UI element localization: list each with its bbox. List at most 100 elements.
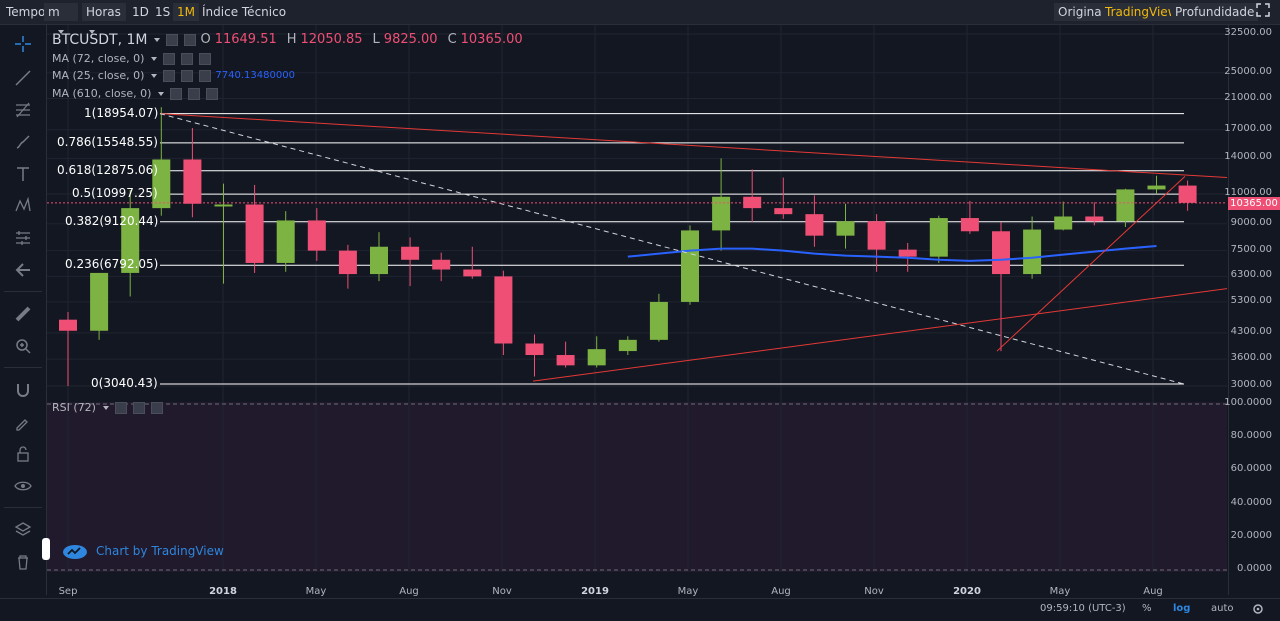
time-tick-label: May xyxy=(305,586,327,597)
candle-body xyxy=(1147,185,1166,190)
interval-1m-button[interactable]: 1M xyxy=(173,3,199,21)
rsi-tick-label: 0.0000 xyxy=(1237,563,1272,574)
candle-body xyxy=(214,204,233,207)
settings-mini-icon[interactable] xyxy=(166,34,179,46)
visibility-tool[interactable] xyxy=(10,473,36,499)
arrow-left-icon xyxy=(15,263,30,277)
fullscreen-button[interactable] xyxy=(1252,3,1276,21)
delete-tool[interactable] xyxy=(10,549,36,575)
close-mini-icon[interactable] xyxy=(199,70,212,82)
candles-group xyxy=(59,107,1197,386)
ma3-label[interactable]: MA (610, close, 0) xyxy=(52,87,152,100)
resistance-trendline xyxy=(159,113,1227,179)
tradingview-watermark[interactable]: Chart by TradingView xyxy=(62,542,224,560)
brush-tool[interactable] xyxy=(10,129,36,155)
top-toolbar: Tempo m Horas 1D 1S 1M Índice Técnico Or… xyxy=(0,0,1280,34)
ma2-legend: MA (25, close, 0) 7740.13480000 xyxy=(52,68,295,84)
drawing-mode-tool[interactable] xyxy=(10,409,36,435)
zoom-tool[interactable] xyxy=(10,333,36,359)
visibility-mini-icon[interactable] xyxy=(188,88,201,100)
chevron-down-icon xyxy=(102,406,109,410)
minutes-select[interactable]: m xyxy=(44,3,78,34)
candle-body xyxy=(805,214,824,236)
ma1-label[interactable]: MA (72, close, 0) xyxy=(52,52,145,65)
price-axis[interactable] xyxy=(1228,25,1280,595)
candlestick-chart[interactable] xyxy=(47,25,1227,600)
crosshair-icon xyxy=(15,36,31,52)
settings-mini-icon[interactable] xyxy=(114,402,127,414)
fib-level-label: 0.786(15548.55) xyxy=(57,134,158,149)
trendline-icon xyxy=(15,70,31,86)
ma2-value: 7740.13480000 xyxy=(215,70,295,81)
chart-settings-button[interactable] xyxy=(1252,603,1264,618)
high-value: 12050.85 xyxy=(300,32,363,47)
auto-scale-button[interactable]: auto xyxy=(1211,603,1234,614)
fib-tool[interactable] xyxy=(10,97,36,123)
visibility-mini-icon[interactable] xyxy=(181,70,194,82)
measure-tool[interactable] xyxy=(10,301,36,327)
settings-mini-icon[interactable] xyxy=(163,53,176,65)
close-mini-icon[interactable] xyxy=(206,88,219,100)
candle-body xyxy=(992,231,1010,275)
back-tool[interactable] xyxy=(10,257,36,283)
rsi-legend: RSI (72) xyxy=(52,400,163,416)
crosshair-tool[interactable] xyxy=(10,31,36,57)
symbol-legend: BTCUSDT, 1M O 11649.51 H 12050.85 L 9825.00… xyxy=(52,32,529,48)
trendline-tool[interactable] xyxy=(10,65,36,91)
fib-level-label: 1(18954.07) xyxy=(84,105,159,120)
zoom-in-icon xyxy=(16,339,31,354)
price-tick-label: 21000.00 xyxy=(1224,91,1272,103)
low-value: 9825.00 xyxy=(383,32,438,47)
original-view-button[interactable]: Original xyxy=(1054,3,1109,21)
text-tool[interactable] xyxy=(10,161,36,187)
price-tick-label: 11000.00 xyxy=(1224,187,1272,199)
depth-view-button[interactable]: Profundidade xyxy=(1171,3,1259,21)
eye-icon xyxy=(14,481,32,491)
fib-level-label: 0.382(9120.44) xyxy=(65,213,159,228)
visibility-mini-icon[interactable] xyxy=(184,34,197,46)
rsi-tick-label: 80.0000 xyxy=(1230,430,1272,442)
candle-body xyxy=(307,220,326,251)
close-mini-icon[interactable] xyxy=(199,53,212,65)
chevron-down-icon xyxy=(154,38,161,42)
candle-body xyxy=(1116,189,1135,222)
pattern-icon xyxy=(15,197,31,212)
percent-scale-button[interactable]: % xyxy=(1142,603,1152,614)
pattern-tool[interactable] xyxy=(10,193,36,219)
ma2-label[interactable]: MA (25, close, 0) xyxy=(52,69,145,82)
layers-icon xyxy=(14,522,32,536)
hours-select[interactable]: Horas xyxy=(82,3,126,34)
tool-separator xyxy=(4,367,42,368)
symbol-name[interactable]: BTCUSDT, 1M xyxy=(52,32,148,48)
drawn-lines xyxy=(47,113,1227,385)
fib-level-label: 0.618(12875.06) xyxy=(57,162,158,177)
settings-mini-icon[interactable] xyxy=(163,70,176,82)
visibility-mini-icon[interactable] xyxy=(132,402,145,414)
trash-icon xyxy=(18,555,28,570)
panel-collapse-handle[interactable] xyxy=(42,538,50,560)
rsi-label[interactable]: RSI (72) xyxy=(52,401,96,414)
magnet-tool[interactable] xyxy=(10,377,36,403)
candle-body xyxy=(867,221,886,250)
visibility-mini-icon[interactable] xyxy=(181,53,194,65)
candle-body xyxy=(401,246,420,260)
close-mini-icon[interactable] xyxy=(150,402,163,414)
tempo-label: Tempo xyxy=(6,5,46,19)
rsi-pane[interactable] xyxy=(47,402,1227,572)
interval-1s-button[interactable]: 1S xyxy=(155,5,171,19)
layers-tool[interactable] xyxy=(10,517,36,543)
chevron-down-icon xyxy=(158,92,165,96)
fib-level-label: 0.5(10997.25) xyxy=(72,186,158,201)
prediction-tool[interactable] xyxy=(10,225,36,251)
current-price-badge: 10365.00 xyxy=(1228,196,1280,210)
chevron-down-icon xyxy=(58,30,64,34)
log-scale-button[interactable]: log xyxy=(1173,603,1191,614)
settings-mini-icon[interactable] xyxy=(170,88,183,100)
lock-tool[interactable] xyxy=(10,441,36,467)
interval-1d-button[interactable]: 1D xyxy=(132,5,149,19)
gear-icon xyxy=(1253,604,1263,614)
price-tick-label: 3000.00 xyxy=(1230,379,1272,390)
technical-indicator-button[interactable]: Índice Técnico xyxy=(202,5,287,19)
tradingview-view-button[interactable]: TradingView xyxy=(1101,3,1182,21)
candle-body xyxy=(121,208,140,273)
